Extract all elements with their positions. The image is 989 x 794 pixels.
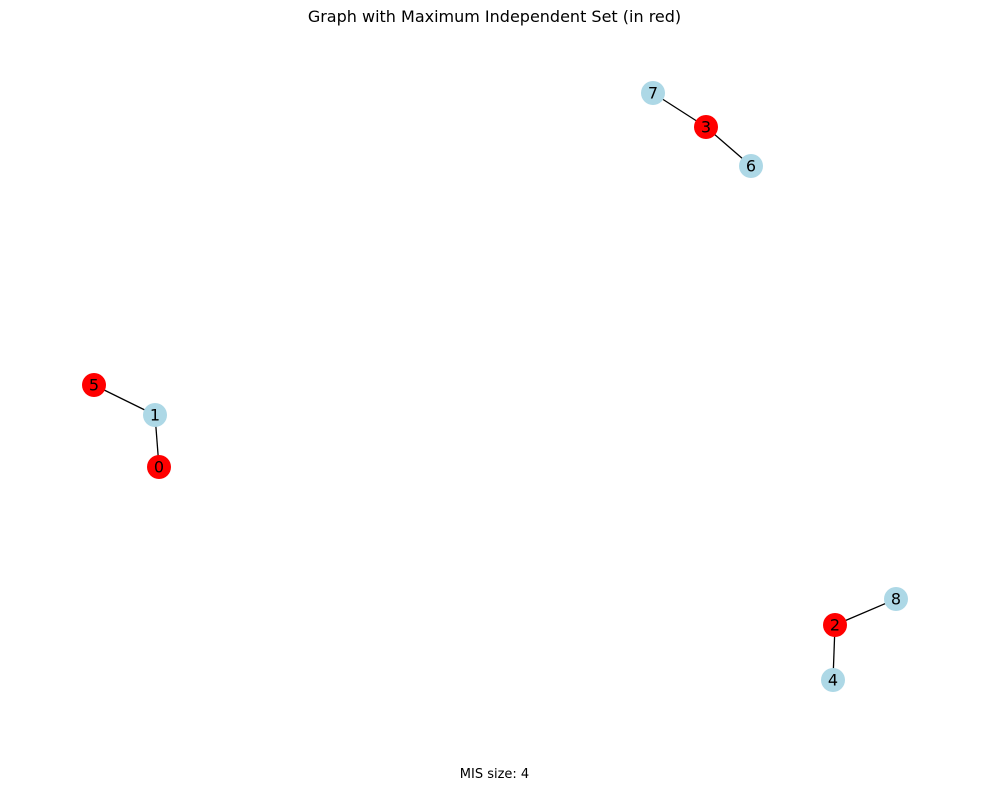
node-label-7: 7 [648, 84, 658, 103]
mis-size-caption: MIS size: 4 [459, 767, 530, 782]
node-label-6: 6 [746, 157, 756, 176]
node-label-5: 5 [89, 376, 99, 395]
node-circle-8 [884, 587, 908, 611]
node-label-8: 8 [891, 590, 901, 609]
node-label-4: 4 [828, 671, 838, 690]
nodes-layer: 0 1 2 3 4 5 6 7 8 [82, 81, 908, 692]
node-8: 8 [884, 587, 908, 611]
graph-title: Graph with Maximum Independent Set (in r… [307, 7, 682, 26]
node-circle-7 [641, 81, 665, 105]
node-4: 4 [821, 668, 845, 692]
node-label-3: 3 [701, 118, 711, 137]
edges-layer [93, 92, 897, 681]
node-circle-0 [147, 455, 171, 479]
node-2: 2 [823, 613, 847, 637]
node-label-0: 0 [154, 458, 164, 477]
node-label-2: 2 [830, 616, 840, 635]
node-5: 5 [82, 373, 106, 397]
node-label-1: 1 [150, 406, 160, 425]
node-6: 6 [739, 154, 763, 178]
node-7: 7 [641, 81, 665, 105]
node-circle-4 [821, 668, 845, 692]
node-3: 3 [694, 115, 718, 139]
node-circle-1 [143, 403, 167, 427]
node-circle-3 [694, 115, 718, 139]
node-circle-6 [739, 154, 763, 178]
node-0: 0 [147, 455, 171, 479]
node-circle-2 [823, 613, 847, 637]
node-1: 1 [143, 403, 167, 427]
node-circle-5 [82, 373, 106, 397]
